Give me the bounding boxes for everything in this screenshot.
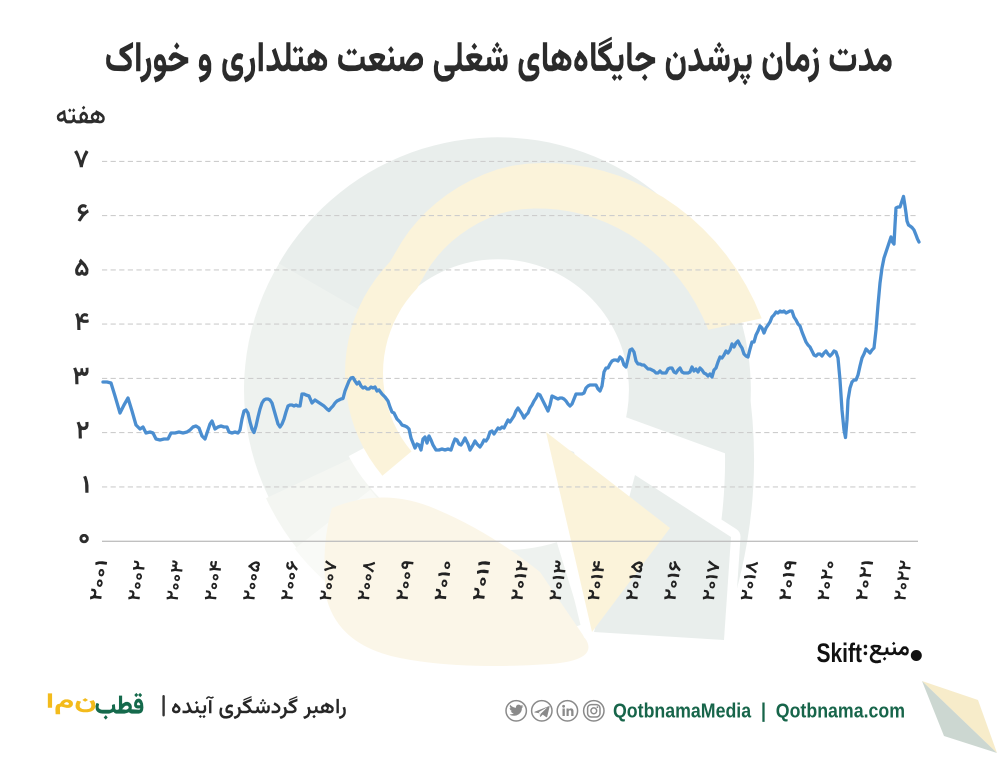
svg-text:QotbnamaMedia | Qotbnama.com: QotbnamaMedia | Qotbnama.com bbox=[613, 700, 905, 723]
svg-text:Skift: Skift bbox=[817, 638, 863, 668]
